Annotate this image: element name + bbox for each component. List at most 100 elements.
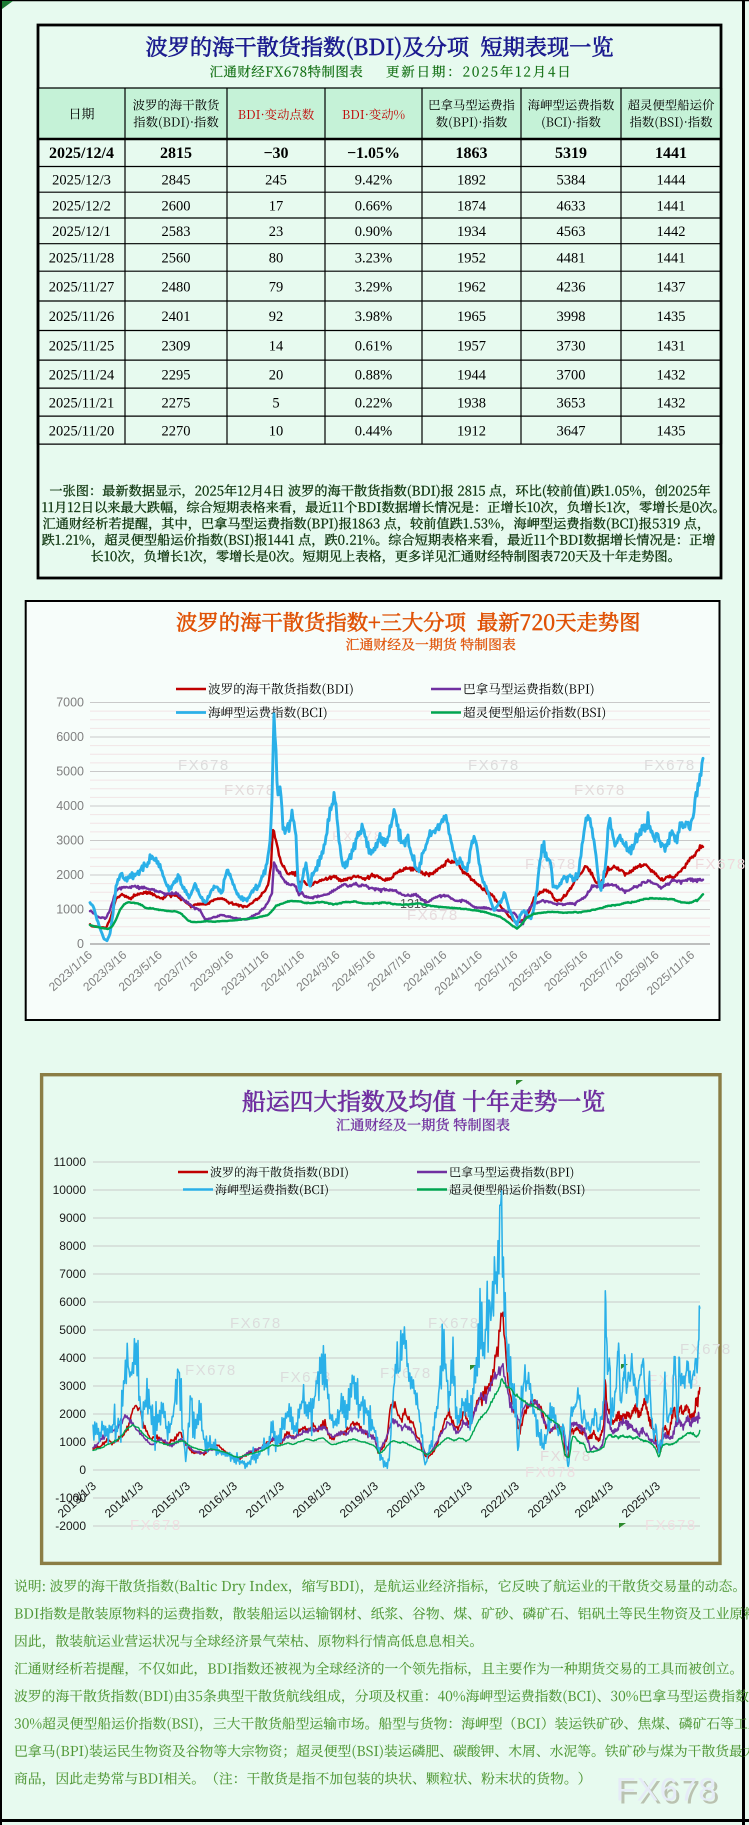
svg-text:92: 92 — [269, 309, 284, 325]
svg-text:1437: 1437 — [657, 279, 686, 295]
svg-text:10: 10 — [269, 423, 284, 439]
svg-text:1892: 1892 — [457, 173, 486, 189]
svg-text:9.42%: 9.42% — [355, 173, 392, 189]
svg-text:7000: 7000 — [56, 696, 84, 710]
svg-text:0.61%: 0.61% — [355, 339, 392, 355]
svg-text:2401: 2401 — [162, 309, 191, 325]
svg-text:2000: 2000 — [56, 868, 84, 882]
svg-text:FX678: FX678 — [680, 1341, 732, 1358]
svg-text:1944: 1944 — [457, 367, 487, 383]
svg-text:4000: 4000 — [59, 1351, 86, 1365]
svg-text:FX678: FX678 — [616, 1772, 718, 1808]
svg-text:3700: 3700 — [557, 367, 586, 383]
svg-text:3647: 3647 — [557, 423, 586, 439]
svg-text:FX678: FX678 — [185, 1362, 237, 1379]
svg-text:79: 79 — [269, 279, 284, 295]
svg-text:5000: 5000 — [56, 765, 84, 779]
svg-text:1432: 1432 — [657, 395, 686, 411]
svg-text:2025/11/26: 2025/11/26 — [49, 309, 115, 325]
svg-text:1863: 1863 — [456, 145, 488, 162]
svg-text:-1000: -1000 — [55, 1491, 86, 1505]
svg-text:FX678: FX678 — [468, 757, 520, 774]
svg-text:4633: 4633 — [557, 198, 586, 214]
svg-text:1874: 1874 — [457, 198, 487, 214]
svg-text:1441: 1441 — [655, 145, 687, 162]
svg-text:-2000: -2000 — [55, 1519, 86, 1533]
svg-text:3998: 3998 — [557, 309, 586, 325]
svg-text:1938: 1938 — [457, 395, 486, 411]
svg-text:1431: 1431 — [657, 339, 686, 355]
svg-text:1965: 1965 — [457, 309, 486, 325]
svg-text:1962: 1962 — [457, 279, 486, 295]
svg-text:FX678: FX678 — [525, 1464, 577, 1481]
svg-text:FX678: FX678 — [130, 1517, 182, 1534]
svg-text:3.23%: 3.23% — [355, 251, 392, 267]
svg-text:2025/11/28: 2025/11/28 — [49, 251, 115, 267]
svg-text:1957: 1957 — [457, 339, 486, 355]
svg-text:0: 0 — [79, 1463, 86, 1477]
svg-text:4563: 4563 — [557, 224, 586, 240]
svg-text:0.22%: 0.22% — [355, 395, 392, 411]
svg-text:FX678: FX678 — [644, 757, 696, 774]
svg-text:2000: 2000 — [59, 1407, 86, 1421]
svg-text:5000: 5000 — [59, 1323, 86, 1337]
svg-text:7000: 7000 — [59, 1267, 86, 1281]
svg-text:2270: 2270 — [162, 423, 191, 439]
svg-text:0.44%: 0.44% — [355, 423, 392, 439]
svg-text:5319: 5319 — [555, 145, 587, 162]
svg-text:2025/12/3: 2025/12/3 — [52, 173, 111, 189]
svg-text:1000: 1000 — [59, 1435, 86, 1449]
svg-text:2480: 2480 — [162, 279, 191, 295]
svg-text:1934: 1934 — [457, 224, 487, 240]
svg-text:3.98%: 3.98% — [355, 309, 392, 325]
svg-text:FX678: FX678 — [380, 1365, 432, 1382]
svg-text:5: 5 — [272, 395, 279, 411]
svg-text:3730: 3730 — [557, 339, 586, 355]
svg-text:8000: 8000 — [59, 1239, 86, 1253]
svg-text:FX678: FX678 — [178, 757, 230, 774]
svg-text:2025/11/21: 2025/11/21 — [49, 395, 115, 411]
svg-text:−1.05%: −1.05% — [347, 145, 400, 162]
svg-text:6000: 6000 — [59, 1295, 86, 1309]
svg-text:1912: 1912 — [457, 423, 486, 439]
svg-text:6000: 6000 — [56, 730, 84, 744]
svg-text:FX678: FX678 — [407, 907, 459, 924]
svg-text:10000: 10000 — [53, 1183, 87, 1197]
svg-text:2025/11/20: 2025/11/20 — [49, 423, 115, 439]
svg-text:3653: 3653 — [557, 395, 586, 411]
svg-text:2025/12/2: 2025/12/2 — [52, 198, 111, 214]
svg-text:4236: 4236 — [557, 279, 586, 295]
svg-text:FX678: FX678 — [574, 782, 626, 799]
svg-text:2025/11/27: 2025/11/27 — [49, 279, 115, 295]
svg-text:2025/12/4: 2025/12/4 — [49, 145, 114, 162]
svg-text:17: 17 — [269, 198, 284, 214]
svg-text:2275: 2275 — [162, 395, 191, 411]
svg-text:2295: 2295 — [162, 367, 191, 383]
svg-text:3000: 3000 — [56, 834, 84, 848]
svg-text:2025/12/1: 2025/12/1 — [52, 224, 111, 240]
svg-text:FX678: FX678 — [224, 782, 276, 799]
svg-text:0.90%: 0.90% — [355, 224, 392, 240]
svg-text:11000: 11000 — [54, 1155, 87, 1169]
svg-text:1444: 1444 — [657, 173, 687, 189]
svg-text:2560: 2560 — [162, 251, 191, 267]
svg-text:4481: 4481 — [557, 251, 586, 267]
svg-text:1000: 1000 — [56, 903, 84, 917]
svg-text:80: 80 — [269, 251, 284, 267]
svg-text:0.88%: 0.88% — [355, 367, 392, 383]
svg-text:5384: 5384 — [557, 173, 587, 189]
svg-text:1435: 1435 — [657, 423, 686, 439]
svg-text:9000: 9000 — [59, 1211, 86, 1225]
svg-text:1442: 1442 — [657, 224, 686, 240]
svg-text:14: 14 — [269, 339, 284, 355]
svg-text:FX678: FX678 — [645, 1517, 697, 1534]
svg-text:1435: 1435 — [657, 309, 686, 325]
svg-text:2845: 2845 — [162, 173, 191, 189]
svg-text:2025/11/25: 2025/11/25 — [49, 339, 115, 355]
svg-text:2025/11/24: 2025/11/24 — [49, 367, 115, 383]
svg-text:1952: 1952 — [457, 251, 486, 267]
svg-text:FX678: FX678 — [695, 856, 747, 873]
svg-text:23: 23 — [269, 224, 284, 240]
svg-text:2600: 2600 — [162, 198, 191, 214]
svg-text:3.29%: 3.29% — [355, 279, 392, 295]
